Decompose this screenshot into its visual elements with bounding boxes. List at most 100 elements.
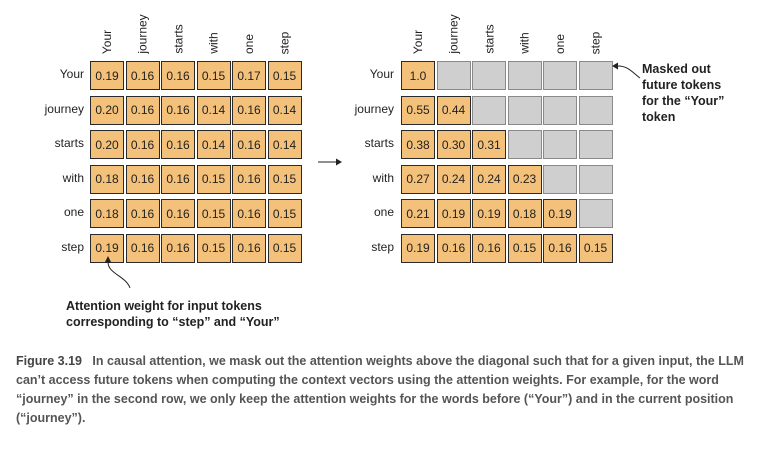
masked-note-line: future tokens [642,78,722,92]
left-weight-cell: 0.15 [196,61,231,90]
figure-caption-text: In causal attention, we mask out the att… [16,354,744,425]
left-weight-cell: 0.15 [267,61,302,90]
masked-pointer-curve [617,65,641,79]
attention-note-line: corresponding to “step” and “Your” [66,315,280,329]
figure-caption: Figure 3.19 In causal attention, we mask… [16,352,760,428]
left-weight-cell: 0.15 [196,233,231,263]
right-masked-cell [578,164,613,194]
right-masked-cell [543,130,577,159]
left-weight-cell: 0.14 [196,130,231,159]
left-weight-cell: 0.16 [232,199,266,228]
right-weight-cell: 0.38 [401,130,435,159]
left-weight-cell: 0.16 [232,233,266,263]
left-weight-cell: 0.20 [90,95,124,125]
right-row-label: with [372,170,394,185]
right-masked-cell [436,61,471,90]
right-weight-cell: 0.19 [543,199,577,228]
left-weight-cell: 0.15 [196,164,231,194]
left-weight-cell: 0.16 [232,164,266,194]
left-col-label: Your [100,29,115,54]
left-row-label: step [61,239,84,254]
attention-weight-note: Attention weight for input tokens corres… [66,298,280,330]
left-row-label: journey [44,101,84,116]
right-weight-cell: 0.16 [436,233,471,263]
right-masked-cell [578,61,613,90]
right-col-label: with [517,32,532,54]
right-weight-cell: 0.55 [401,95,435,125]
left-weight-cell: 0.16 [125,61,160,90]
left-weight-cell: 0.18 [90,164,124,194]
left-weight-cell: 0.16 [161,130,195,159]
left-weight-cell: 0.16 [125,130,160,159]
right-weight-cell: 0.19 [436,199,471,228]
right-weight-cell: 0.24 [436,164,471,194]
right-weight-cell: 0.16 [543,233,577,263]
right-row-label: starts [364,136,394,150]
right-masked-cell [578,199,613,228]
left-weight-cell: 0.20 [90,130,124,159]
left-col-label: starts [171,24,186,54]
right-weight-cell: 0.30 [436,130,471,159]
right-masked-cell [507,61,542,90]
left-weight-cell: 0.14 [196,95,231,125]
masked-note-line: token [642,110,676,124]
right-weight-cell: 0.24 [472,164,506,194]
left-row-label: starts [54,136,84,150]
right-col-label: starts [482,24,497,54]
right-weight-cell: 0.19 [472,199,506,228]
right-masked-cell [578,95,613,125]
transition-arrow-head [336,158,342,166]
left-weight-cell: 0.16 [161,95,195,125]
right-masked-cell [578,130,613,159]
right-col-label: step [588,31,603,54]
left-weight-cell: 0.15 [196,199,231,228]
left-weight-cell: 0.17 [232,61,266,90]
left-weight-cell: 0.16 [161,61,195,90]
attention-pointer-head [104,256,112,263]
left-row-label: Your [59,67,84,81]
left-weight-cell: 0.14 [267,130,302,159]
right-masked-cell [543,61,577,90]
right-weight-cell: 0.18 [507,199,542,228]
right-masked-cell [472,61,506,90]
right-weight-cell: 0.15 [578,233,613,263]
figure-label: Figure 3.19 [16,354,82,368]
right-row-label: step [371,239,394,254]
masked-pointer-head [612,62,618,70]
left-weight-cell: 0.16 [232,130,266,159]
right-row-label: one [373,205,394,219]
right-weight-cell: 0.44 [436,95,471,125]
attention-note-line: Attention weight for input tokens [66,299,262,313]
left-weight-cell: 0.16 [125,233,160,263]
left-weight-cell: 0.15 [267,164,302,194]
attention-pointer-curve [107,261,131,289]
right-weight-cell: 0.15 [507,233,542,263]
right-weight-cell: 0.21 [401,199,435,228]
right-masked-cell [543,95,577,125]
right-weight-cell: 0.19 [401,233,435,263]
left-weight-cell: 0.16 [125,164,160,194]
left-weight-cell: 0.16 [161,164,195,194]
masked-tokens-note: Masked out future tokens for the “Your” … [642,61,724,125]
right-masked-cell [507,95,542,125]
masked-note-line: Masked out [642,62,711,76]
left-weight-cell: 0.14 [267,95,302,125]
left-weight-cell: 0.19 [90,233,124,263]
left-weight-cell: 0.16 [125,199,160,228]
left-col-label: one [242,33,257,54]
right-weight-cell: 0.23 [507,164,542,194]
left-weight-cell: 0.15 [267,199,302,228]
right-masked-cell [507,130,542,159]
left-weight-cell: 0.19 [90,61,124,90]
right-weight-cell: 0.27 [401,164,435,194]
left-weight-cell: 0.16 [161,199,195,228]
left-row-label: one [63,205,84,219]
right-masked-cell [543,164,577,194]
right-col-label: one [553,33,568,54]
right-row-label: journey [354,101,394,116]
right-weight-cell: 0.16 [472,233,506,263]
left-weight-cell: 0.16 [125,95,160,125]
right-col-label: Your [411,29,426,54]
right-row-label: Your [369,67,394,81]
